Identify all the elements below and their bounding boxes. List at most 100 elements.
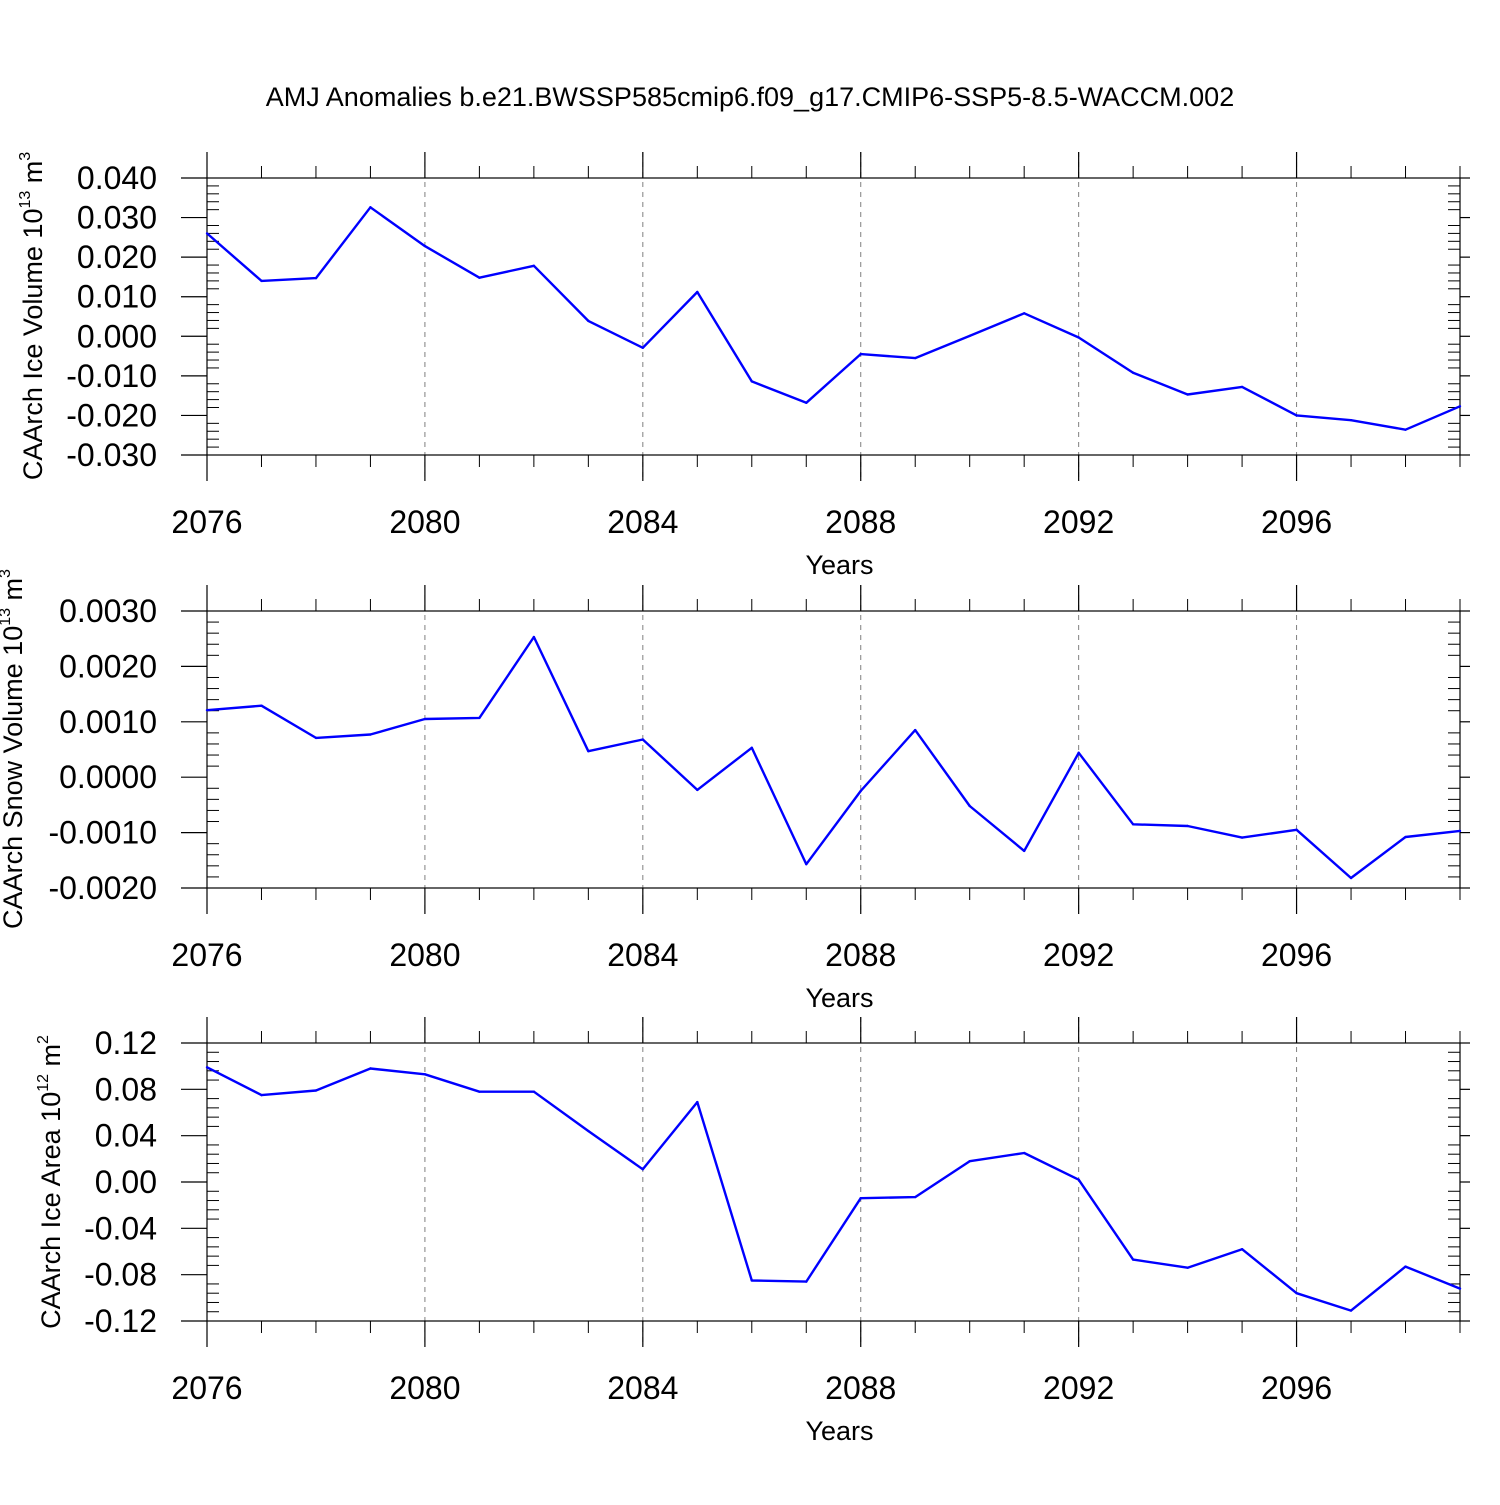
data-point — [1022, 849, 1026, 853]
data-point — [1077, 336, 1080, 339]
x-tick-label: 2092 — [1043, 1370, 1114, 1406]
data-point — [696, 1100, 699, 1104]
data-point — [968, 804, 971, 808]
data-point — [859, 789, 862, 793]
data-point — [750, 380, 753, 383]
data-point — [478, 716, 481, 720]
data-point — [1295, 828, 1298, 832]
data-point — [696, 788, 699, 792]
data-point — [1349, 418, 1353, 422]
chart-panel-2: -0.0020 -0.0010 0.0000 0.0010 0.0020 0.0030 20… — [0, 569, 1470, 1013]
x-tick-label: 2088 — [825, 937, 896, 973]
data-point — [532, 264, 536, 268]
data-point — [641, 738, 645, 741]
data-point — [859, 352, 862, 356]
y-tick-label: -0.08 — [84, 1257, 157, 1293]
data-point — [750, 746, 753, 750]
data-point — [914, 728, 917, 732]
plot-frame — [206, 610, 1461, 889]
plot-frame — [206, 1042, 1461, 1322]
data-point — [968, 1159, 971, 1163]
x-tick-label: 2096 — [1261, 1370, 1332, 1406]
data-point — [1240, 1247, 1244, 1251]
data-point — [369, 206, 372, 209]
series-line — [206, 206, 1461, 431]
x-axis-label: Years — [805, 550, 873, 580]
y-tick-label: -0.030 — [66, 437, 157, 473]
data-point — [1186, 1266, 1189, 1269]
x-tick-label: 2096 — [1261, 937, 1332, 973]
data-point — [423, 1073, 427, 1076]
y-tick-label: 0.12 — [95, 1025, 157, 1061]
y-tick-label: 0.000 — [77, 318, 157, 354]
y-tick-label: 0.0000 — [59, 759, 157, 795]
data-point — [369, 733, 372, 736]
x-tick-label: 2076 — [171, 1370, 242, 1406]
x-axis-label: Years — [805, 983, 873, 1013]
x-tick-label: 2076 — [171, 504, 242, 540]
x-tick-label: 2084 — [607, 504, 678, 540]
x-tick-label: 2092 — [1043, 937, 1114, 973]
data-point — [587, 749, 590, 753]
data-point — [641, 346, 645, 349]
data-point — [1458, 829, 1462, 833]
series-line — [206, 635, 1461, 880]
data-point — [805, 401, 808, 404]
chart-title: AMJ Anomalies b.e21.BWSSP585cmip6.f09_g1… — [266, 82, 1234, 112]
data-point — [478, 276, 481, 279]
data-point — [1295, 1292, 1298, 1295]
data-point — [1458, 405, 1462, 408]
data-point — [1131, 1258, 1135, 1261]
data-point — [968, 334, 971, 338]
x-tick-label: 2080 — [389, 937, 460, 973]
y-tick-label: -0.0010 — [48, 815, 157, 851]
y-tick-label: -0.020 — [66, 397, 157, 433]
data-point — [260, 279, 263, 283]
data-point — [260, 1093, 263, 1097]
x-tick-label: 2092 — [1043, 504, 1114, 540]
chart-panel-3: -0.12 -0.08 -0.04 0.00 0.04 0.08 0.12 2076 2080 2… — [35, 1017, 1470, 1446]
data-point — [314, 276, 318, 280]
data-point — [1077, 1178, 1080, 1181]
data-point — [641, 1168, 645, 1171]
series-line — [206, 1066, 1461, 1312]
data-point — [1186, 393, 1189, 396]
x-tick-label: 2088 — [825, 1370, 896, 1406]
data-point — [314, 1089, 318, 1092]
data-point — [1458, 1287, 1462, 1290]
data-point — [260, 704, 263, 707]
data-point — [587, 1129, 590, 1133]
y-tick-label: -0.0020 — [48, 870, 157, 906]
data-point — [859, 1197, 862, 1200]
data-point — [1240, 385, 1244, 389]
data-point — [205, 1066, 209, 1069]
data-point — [369, 1067, 372, 1070]
y-tick-label: -0.12 — [84, 1303, 157, 1339]
data-point — [423, 244, 427, 248]
data-point — [1186, 824, 1189, 828]
data-point — [587, 319, 590, 323]
y-tick-label: 0.0030 — [59, 593, 157, 629]
data-point — [696, 290, 699, 294]
data-point — [914, 1195, 917, 1199]
y-axis-label: CAArch Ice Area 1012 m2 — [35, 1035, 66, 1329]
data-point — [1131, 823, 1135, 826]
x-tick-label: 2084 — [607, 937, 678, 973]
data-point — [1349, 876, 1353, 880]
x-tick-label: 2088 — [825, 504, 896, 540]
data-point — [914, 356, 917, 360]
data-point — [1404, 428, 1407, 431]
y-tick-label: -0.010 — [66, 358, 157, 394]
data-point — [805, 862, 808, 866]
y-tick-label: 0.0020 — [59, 648, 157, 684]
y-tick-label: 0.040 — [77, 160, 157, 196]
y-tick-label: 0.0010 — [59, 704, 157, 740]
data-point — [314, 736, 318, 740]
data-point — [478, 1090, 481, 1093]
data-point — [1404, 835, 1407, 839]
x-tick-label: 2096 — [1261, 504, 1332, 540]
data-point — [532, 635, 536, 639]
y-tick-label: 0.08 — [95, 1071, 157, 1107]
